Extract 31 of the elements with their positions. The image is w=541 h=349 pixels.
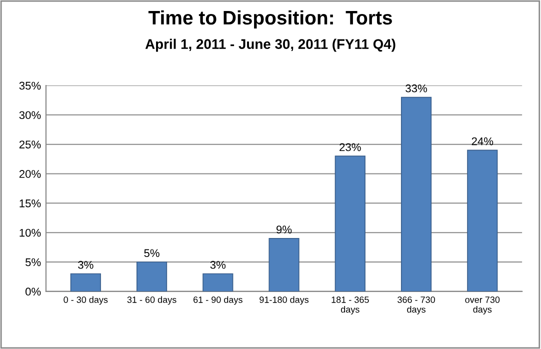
bar — [202, 273, 234, 292]
x-tick-label: 181 - 365 days — [332, 296, 369, 314]
bar — [400, 96, 432, 292]
y-tick-label: 0% — [26, 288, 41, 296]
data-label: 23% — [340, 143, 361, 152]
bar — [136, 262, 168, 292]
x-tick-label: 366 - 730 days — [398, 296, 435, 314]
bar — [70, 273, 101, 292]
data-label: 3% — [78, 260, 94, 269]
data-label: 9% — [276, 226, 292, 234]
data-label: 3% — [210, 260, 226, 269]
y-tick-label: 30% — [19, 111, 41, 120]
x-tick-label: 0 - 30 days — [64, 296, 108, 305]
bar — [334, 156, 366, 292]
y-tick-label: 35% — [19, 82, 41, 90]
y-tick-label: 10% — [20, 228, 41, 237]
y-tick-label: 15% — [20, 199, 41, 208]
chart-subtitle: April 1, 2011 - June 30, 2011 (FY11 Q4) — [145, 38, 396, 52]
bar — [268, 238, 300, 292]
data-label: 33% — [406, 84, 427, 92]
y-tick-label: 25% — [19, 140, 41, 148]
data-label: 5% — [144, 249, 160, 258]
x-tick-label: 31 - 60 days — [127, 296, 176, 305]
y-tick-label: 5% — [26, 258, 41, 266]
data-label: 24% — [472, 137, 494, 146]
bar — [467, 150, 498, 292]
x-tick-label: 91-180 days — [260, 296, 309, 305]
chart-title: Time to Disposition: Torts — [148, 10, 392, 28]
y-tick-label: 20% — [19, 170, 41, 178]
x-tick-label: over 730 days — [465, 296, 500, 314]
x-tick-label: 61 - 90 days — [194, 296, 242, 305]
